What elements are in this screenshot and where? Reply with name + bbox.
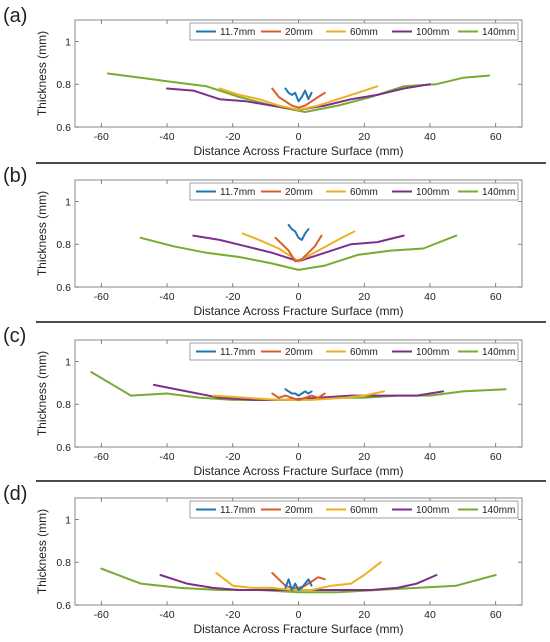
x-tick-label: -20	[225, 451, 240, 463]
legend-label: 11.7mm	[220, 505, 255, 516]
y-tick-label: 0.6	[56, 282, 71, 294]
y-tick-label: 1	[65, 196, 71, 208]
chart-panel-1: (a) -60 -40 -20 0 20 40 60 0.6 0.8 1 Distance Acros…	[3, 5, 523, 158]
x-tick-label: -40	[159, 609, 174, 621]
legend-label: 60mm	[350, 27, 378, 38]
y-axis-label: Thickness (mm)	[35, 509, 49, 594]
x-tick-label: 40	[424, 291, 436, 303]
series-line-20mm	[271, 392, 326, 401]
x-tick-label: -20	[225, 131, 240, 143]
legend-label: 100mm	[416, 347, 449, 358]
y-axis-label: Thickness (mm)	[35, 31, 49, 116]
legend-label: 140mm	[482, 187, 515, 198]
series-line-20mm	[271, 571, 326, 589]
x-tick-label: 20	[358, 609, 370, 621]
series-line-100mm	[166, 83, 431, 111]
x-tick-label: 0	[296, 131, 302, 143]
y-tick-label: 0.6	[56, 600, 71, 612]
y-axis-label: Thickness (mm)	[35, 191, 49, 276]
x-tick-label: 0	[296, 609, 302, 621]
panel-label: (b)	[3, 165, 27, 187]
panel-label: (a)	[3, 5, 27, 27]
legend-label: 60mm	[350, 187, 378, 198]
legend-label: 140mm	[482, 347, 515, 358]
series-line-140mm	[139, 234, 458, 271]
legend-box	[189, 342, 519, 361]
series-line-100mm	[192, 234, 405, 263]
x-tick-label: 60	[490, 131, 502, 143]
series-line-60mm	[218, 85, 379, 111]
x-tick-label: -60	[94, 131, 109, 143]
legend-box	[189, 182, 519, 201]
x-tick-label: -60	[94, 609, 109, 621]
series-line-11-7mm	[284, 87, 313, 103]
series-line-140mm	[100, 567, 497, 594]
series-line-60mm	[215, 561, 382, 591]
legend-box	[189, 22, 519, 41]
legend-label: 140mm	[482, 505, 515, 516]
legend-label: 100mm	[416, 27, 449, 38]
y-tick-label: 1	[65, 356, 71, 368]
series-line-20mm	[274, 234, 323, 263]
legend-label: 20mm	[285, 347, 313, 358]
x-tick-label: 20	[358, 451, 370, 463]
y-tick-label: 0.8	[56, 399, 71, 411]
x-tick-label: 60	[490, 609, 502, 621]
series-line-11-7mm	[284, 578, 313, 591]
chart-panel-3: (c) -60 -40 -20 0 20 40 60 0.6 0.8 1 Distance Acros…	[3, 325, 523, 478]
legend-label: 100mm	[416, 505, 449, 516]
x-tick-label: -40	[159, 291, 174, 303]
x-tick-label: -40	[159, 131, 174, 143]
legend-label: 20mm	[285, 187, 313, 198]
x-axis-label: Distance Across Fracture Surface (mm)	[193, 144, 403, 158]
legend-label: 20mm	[285, 27, 313, 38]
y-tick-label: 0.6	[56, 442, 71, 454]
x-tick-label: 40	[424, 451, 436, 463]
panel-label: (d)	[3, 483, 27, 505]
y-tick-label: 0.8	[56, 239, 71, 251]
series-line-11-7mm	[287, 223, 310, 241]
chart-panel-4: (d) -60 -40 -20 0 20 40 60 0.6 0.8 1 Distance Acros…	[3, 483, 523, 636]
series-line-140mm	[106, 72, 491, 113]
x-tick-label: 60	[490, 291, 502, 303]
legend-label: 140mm	[482, 27, 515, 38]
x-tick-label: -40	[159, 451, 174, 463]
legend-label: 11.7mm	[220, 187, 255, 198]
legend-label: 20mm	[285, 505, 313, 516]
x-axis-label: Distance Across Fracture Surface (mm)	[193, 304, 403, 318]
series-line-60mm	[212, 390, 385, 401]
x-tick-label: 40	[424, 131, 436, 143]
legend-label: 60mm	[350, 347, 378, 358]
series-line-60mm	[241, 230, 356, 263]
y-axis-label: Thickness (mm)	[35, 351, 49, 436]
legend-label: 60mm	[350, 505, 378, 516]
x-tick-label: 20	[358, 131, 370, 143]
series-line-11-7mm	[284, 388, 313, 397]
x-tick-label: -60	[94, 291, 109, 303]
x-axis-label: Distance Across Fracture Surface (mm)	[193, 622, 403, 636]
y-tick-label: 0.8	[56, 557, 71, 569]
x-tick-label: 40	[424, 609, 436, 621]
y-tick-label: 0.6	[56, 122, 71, 134]
x-tick-label: -20	[225, 609, 240, 621]
x-axis-label: Distance Across Fracture Surface (mm)	[193, 464, 403, 478]
x-tick-label: 20	[358, 291, 370, 303]
y-tick-label: 1	[65, 514, 71, 526]
x-tick-label: 0	[296, 291, 302, 303]
legend-box	[189, 500, 519, 519]
x-tick-label: -20	[225, 291, 240, 303]
legend-label: 100mm	[416, 187, 449, 198]
legend-label: 11.7mm	[220, 27, 255, 38]
x-tick-label: 0	[296, 451, 302, 463]
series-line-20mm	[271, 87, 326, 109]
x-tick-label: 60	[490, 451, 502, 463]
y-tick-label: 0.8	[56, 79, 71, 91]
chart-panel-2: (b) -60 -40 -20 0 20 40 60 0.6 0.8 1 Distance Acros…	[3, 165, 523, 318]
panel-label: (c)	[3, 325, 26, 347]
y-tick-label: 1	[65, 36, 71, 48]
legend-label: 11.7mm	[220, 347, 255, 358]
x-tick-label: -60	[94, 451, 109, 463]
